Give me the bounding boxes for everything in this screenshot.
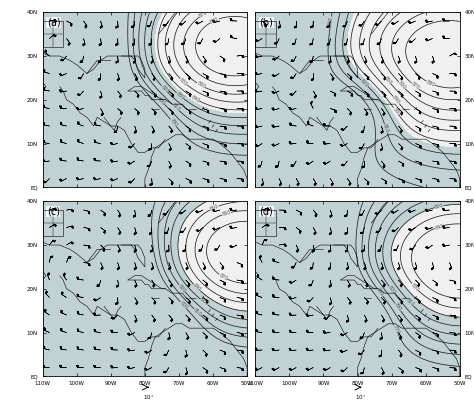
Text: 880: 880 bbox=[425, 79, 436, 88]
Text: 830: 830 bbox=[410, 282, 420, 292]
Text: 810: 810 bbox=[382, 123, 390, 134]
Text: (a): (a) bbox=[47, 18, 60, 27]
Text: 830: 830 bbox=[175, 91, 185, 101]
Text: 830: 830 bbox=[199, 297, 210, 307]
Text: 860: 860 bbox=[196, 81, 206, 90]
Text: 830: 830 bbox=[392, 106, 401, 117]
Text: 800: 800 bbox=[156, 96, 166, 106]
Text: 820: 820 bbox=[359, 78, 370, 88]
Text: 870: 870 bbox=[198, 10, 209, 19]
Text: (d): (d) bbox=[259, 207, 273, 216]
Text: 800: 800 bbox=[328, 16, 334, 26]
Text: 800: 800 bbox=[387, 285, 397, 295]
Text: 820: 820 bbox=[434, 203, 444, 210]
Text: 800: 800 bbox=[179, 300, 189, 310]
Text: (b): (b) bbox=[259, 18, 273, 27]
Text: 860: 860 bbox=[397, 80, 407, 90]
Text: 770: 770 bbox=[392, 324, 400, 335]
Text: 840: 840 bbox=[434, 223, 445, 231]
Text: 820: 820 bbox=[177, 283, 187, 294]
Text: 780: 780 bbox=[375, 287, 384, 297]
Text: 850: 850 bbox=[209, 204, 219, 212]
Text: 880: 880 bbox=[209, 16, 220, 25]
Text: 850: 850 bbox=[383, 75, 392, 85]
Text: 870: 870 bbox=[410, 81, 420, 91]
Text: $\mathregular{10^{\circ}}$: $\mathregular{10^{\circ}}$ bbox=[143, 393, 154, 402]
Text: 790: 790 bbox=[393, 302, 403, 312]
Text: 840: 840 bbox=[190, 94, 201, 103]
Text: 840: 840 bbox=[192, 283, 202, 293]
Text: 810: 810 bbox=[171, 103, 181, 112]
Text: 840: 840 bbox=[391, 95, 401, 105]
Text: 860: 860 bbox=[221, 210, 232, 217]
Text: 810: 810 bbox=[405, 297, 415, 308]
Text: 850: 850 bbox=[178, 77, 189, 87]
Text: 870: 870 bbox=[218, 272, 228, 281]
Text: $\mathregular{10^{\circ}}$: $\mathregular{10^{\circ}}$ bbox=[356, 393, 366, 402]
Text: 820: 820 bbox=[160, 84, 170, 94]
Text: 810: 810 bbox=[192, 307, 202, 317]
Text: 790: 790 bbox=[168, 118, 178, 128]
Text: (c): (c) bbox=[47, 207, 60, 216]
